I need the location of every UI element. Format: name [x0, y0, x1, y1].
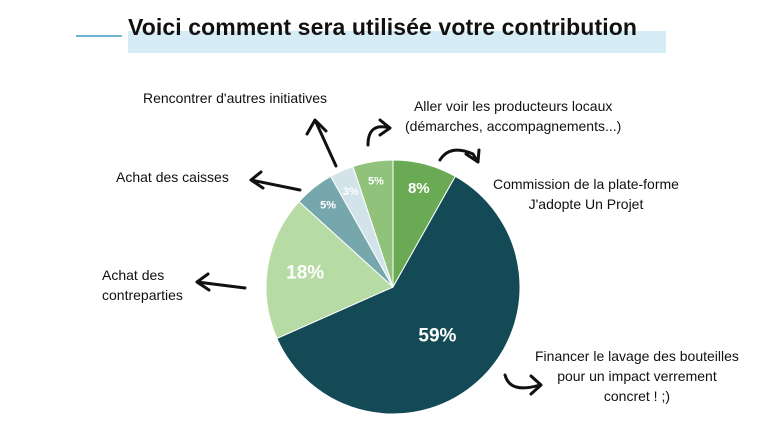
slice-label-contreparties: 18% — [286, 262, 324, 283]
pie-slice-contreparties — [265, 200, 394, 340]
pie-slice-producteurs — [352, 159, 394, 288]
slice-label-lavage: 59% — [418, 325, 456, 346]
arrow-icon — [438, 148, 481, 164]
slice-labels: 8% 59% 18% 5% 3% 5% — [286, 176, 456, 347]
label-caisses: Achat des caisses — [116, 169, 229, 185]
arrow-icon — [305, 118, 338, 168]
title-highlight — [128, 31, 666, 53]
slice-label-commission: 8% — [408, 180, 430, 197]
label-commission: Commission de la plate-forme J'adopte Un… — [493, 176, 679, 212]
slice-label-initiatives: 3% — [343, 186, 359, 198]
label-producteurs: Aller voir les producteurs locaux (démar… — [405, 98, 622, 134]
arrows — [195, 118, 543, 396]
chart-title: Voici comment sera utilisée votre contri… — [128, 14, 638, 40]
pie-slices — [265, 159, 521, 415]
arrow-icon — [249, 170, 302, 192]
pie-slice-lavage — [276, 175, 521, 415]
slice-label-caisses: 5% — [320, 200, 336, 212]
arrow-icon — [366, 118, 392, 147]
title-accent-line — [76, 35, 122, 37]
arrow-icon — [503, 373, 543, 396]
label-lavage: Financer le lavage des bouteilles pour u… — [535, 348, 739, 404]
label-initiatives: Rencontrer d'autres initiatives — [143, 90, 327, 106]
label-contreparties: Achat des contreparties — [102, 267, 183, 303]
arrow-icon — [195, 272, 247, 292]
slice-label-producteurs: 5% — [368, 176, 384, 188]
